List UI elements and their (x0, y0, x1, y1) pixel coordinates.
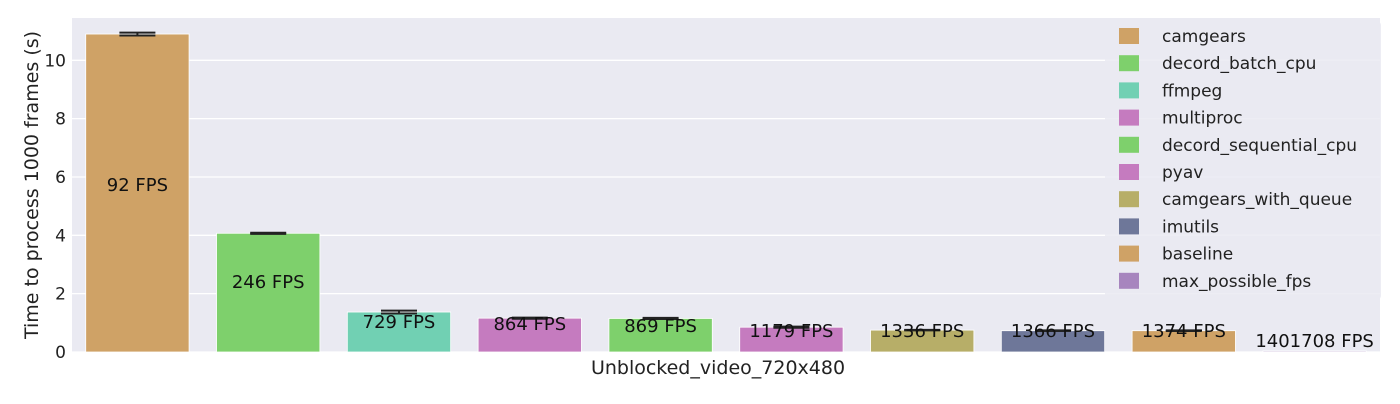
data-label: 1401708 FPS (1255, 331, 1374, 352)
legend-label: baseline (1162, 245, 1233, 265)
y-axis-ticks: 0 2 4 6 8 10 (44, 51, 66, 363)
bar (608, 318, 713, 353)
y-tick-label: 10 (44, 51, 66, 71)
data-label: 1366 FPS (1011, 321, 1095, 342)
legend-swatch (1119, 55, 1139, 72)
legend-swatch (1119, 218, 1139, 235)
x-axis-label: Unblocked_video_720x480 (591, 357, 845, 379)
bar (1262, 350, 1367, 353)
legend-box (1105, 22, 1381, 299)
legend-label: camgears_with_queue (1162, 190, 1352, 210)
legend-label: imutils (1162, 217, 1219, 237)
y-tick-label: 6 (55, 168, 66, 188)
legend-label: multiproc (1162, 109, 1243, 129)
bar (346, 311, 452, 353)
y-tick-label: 0 (55, 343, 66, 363)
data-label: 864 FPS (493, 314, 566, 335)
data-labels: 92 FPS 246 FPS 729 FPS 864 FPS 869 FPS 1179 F… (107, 175, 1374, 352)
bar (85, 33, 190, 353)
legend-swatch (1119, 28, 1139, 44)
data-label: 729 FPS (363, 312, 436, 333)
y-axis-label: Time to process 1000 frames (s) (21, 31, 43, 340)
legend-label: max_possible_fps (1162, 272, 1311, 292)
data-label: 869 FPS (624, 316, 697, 337)
y-tick-label: 4 (55, 226, 66, 246)
legend-swatch (1119, 272, 1139, 289)
legend-label: ffmpeg (1162, 81, 1222, 101)
data-label: 1179 FPS (749, 321, 833, 342)
bars (85, 31, 1367, 353)
y-tick-label: 2 (55, 285, 66, 305)
legend-swatch (1119, 164, 1139, 180)
legend-swatch (1119, 191, 1139, 208)
data-label: 92 FPS (107, 175, 168, 196)
data-label: 246 FPS (232, 272, 305, 293)
legend-label: camgears (1162, 27, 1246, 47)
legend-swatch (1119, 136, 1139, 153)
data-label: 1374 FPS (1142, 321, 1226, 342)
legend-label: pyav (1162, 163, 1203, 183)
data-label: 1336 FPS (880, 321, 964, 342)
legend-label: decord_batch_cpu (1162, 54, 1316, 74)
y-tick-label: 8 (55, 110, 66, 130)
bar (477, 317, 582, 353)
bar (216, 232, 321, 353)
legend-swatch (1119, 245, 1139, 262)
legend-label: decord_sequential_cpu (1162, 136, 1357, 156)
legend-swatch (1119, 109, 1139, 126)
legend-swatch (1119, 82, 1139, 99)
